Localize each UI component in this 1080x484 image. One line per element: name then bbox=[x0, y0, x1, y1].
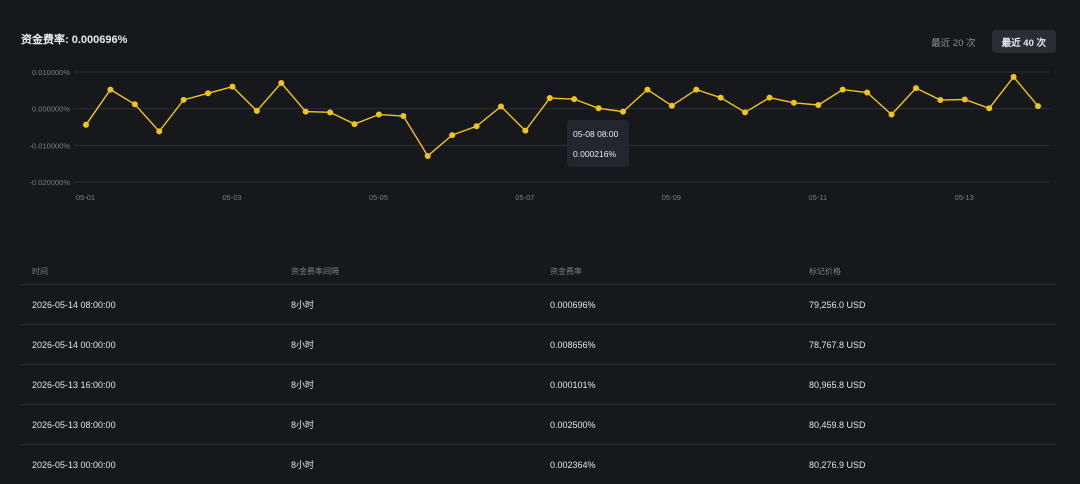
header-funding-rate: 资金费率 bbox=[550, 266, 582, 276]
y-tick-label: 0.000000% bbox=[32, 105, 70, 114]
data-point[interactable] bbox=[83, 121, 89, 128]
data-point[interactable] bbox=[937, 97, 944, 104]
data-point[interactable] bbox=[156, 128, 163, 135]
data-point[interactable] bbox=[595, 105, 602, 112]
x-tick-label: 05-11 bbox=[808, 193, 827, 202]
data-point[interactable] bbox=[375, 111, 382, 118]
funding-history-table: 时间 资金费率间隔 资金费率 标记价格 2026-05-14 08:00:00 … bbox=[21, 258, 1056, 484]
page-title: 资金费率: 0.000696% bbox=[21, 34, 128, 46]
table-row: 2026-05-14 08:00:00 8小时 0.000696% 79,256… bbox=[21, 285, 1056, 325]
range-last-20-button[interactable]: 最近 20 次 bbox=[921, 30, 985, 53]
y-tick-label: -0.010000% bbox=[30, 141, 71, 150]
header-interval: 资金费率间隔 bbox=[291, 266, 339, 276]
data-point[interactable] bbox=[742, 109, 749, 116]
x-tick-label: 05-03 bbox=[222, 193, 241, 202]
data-point[interactable] bbox=[180, 96, 187, 103]
table-header: 时间 资金费率间隔 资金费率 标记价格 bbox=[21, 258, 1056, 285]
data-point[interactable] bbox=[717, 94, 724, 101]
data-point[interactable] bbox=[278, 80, 285, 86]
cell-funding-rate: 0.002500% bbox=[550, 419, 596, 430]
data-point[interactable] bbox=[546, 95, 553, 102]
data-point[interactable] bbox=[1010, 73, 1017, 80]
cell-mark-price: 80,459.8 USD bbox=[809, 419, 866, 430]
cell-funding-rate: 0.002364% bbox=[550, 459, 596, 470]
cell-time: 2026-05-13 00:00:00 bbox=[32, 459, 116, 470]
series-line bbox=[85, 75, 1039, 158]
x-tick-label: 05-09 bbox=[662, 193, 681, 202]
table-row: 2026-05-13 00:00:00 8小时 0.002364% 80,276… bbox=[21, 445, 1056, 484]
data-point[interactable] bbox=[473, 123, 480, 130]
header-time: 时间 bbox=[32, 266, 48, 276]
cell-interval: 8小时 bbox=[291, 420, 315, 430]
data-point[interactable] bbox=[815, 102, 822, 108]
cell-funding-rate: 0.000101% bbox=[550, 379, 596, 390]
data-point[interactable] bbox=[205, 90, 212, 97]
funding-rate-chart[interactable]: 0.010000% 0.000000% -0.010000% -0.020000% 0… bbox=[0, 58, 1080, 218]
data-point[interactable] bbox=[912, 85, 919, 92]
cell-funding-rate: 0.008656% bbox=[550, 339, 596, 350]
cell-mark-price: 78,767.8 USD bbox=[809, 339, 866, 350]
cell-interval: 8小时 bbox=[291, 340, 315, 350]
tooltip-time: 05-08 08:00 bbox=[573, 129, 619, 139]
data-point[interactable] bbox=[327, 109, 334, 116]
cell-time: 2026-05-14 00:00:00 bbox=[32, 339, 116, 350]
data-point[interactable] bbox=[351, 121, 358, 128]
data-point[interactable] bbox=[986, 105, 993, 112]
x-tick-label: 05-13 bbox=[955, 193, 974, 202]
x-tick-label: 05-07 bbox=[515, 193, 534, 202]
data-point[interactable] bbox=[302, 108, 309, 115]
data-point[interactable] bbox=[522, 127, 529, 134]
data-point[interactable] bbox=[644, 86, 651, 93]
data-point[interactable] bbox=[253, 107, 260, 114]
cell-interval: 8小时 bbox=[291, 300, 315, 310]
table-row: 2026-05-13 08:00:00 8小时 0.002500% 80,459… bbox=[21, 405, 1056, 445]
data-point[interactable] bbox=[839, 86, 846, 93]
range-toggle-group: 最近 20 次 最近 40 次 bbox=[921, 30, 1056, 53]
chart-tooltip: 05-08 08:00 0.000216% bbox=[567, 120, 629, 167]
y-tick-label: 0.010000% bbox=[32, 68, 70, 77]
data-point[interactable] bbox=[961, 96, 968, 103]
table-row: 2026-05-14 00:00:00 8小时 0.008656% 78,767… bbox=[21, 325, 1056, 365]
data-point[interactable] bbox=[424, 152, 431, 159]
cell-interval: 8小时 bbox=[291, 380, 315, 390]
data-point[interactable] bbox=[668, 102, 675, 109]
data-point[interactable] bbox=[620, 108, 627, 115]
data-point[interactable] bbox=[1035, 103, 1041, 110]
data-point[interactable] bbox=[449, 132, 456, 139]
cell-time: 2026-05-13 08:00:00 bbox=[32, 419, 116, 430]
header-mark-price: 标记价格 bbox=[809, 266, 841, 276]
x-tick-label: 05-01 bbox=[76, 193, 95, 202]
cell-interval: 8小时 bbox=[291, 460, 315, 470]
data-point[interactable] bbox=[888, 111, 895, 118]
table-row: 2026-05-13 16:00:00 8小时 0.000101% 80,965… bbox=[21, 365, 1056, 405]
cell-funding-rate: 0.000696% bbox=[550, 299, 596, 310]
data-point[interactable] bbox=[400, 113, 407, 119]
data-point[interactable] bbox=[790, 99, 797, 106]
data-point[interactable] bbox=[693, 86, 700, 93]
x-tick-label: 05-05 bbox=[369, 193, 388, 202]
data-point[interactable] bbox=[571, 96, 578, 103]
y-tick-label: -0.020000% bbox=[30, 178, 71, 187]
data-point[interactable] bbox=[864, 89, 871, 96]
cell-mark-price: 80,276.9 USD bbox=[809, 459, 866, 470]
cell-mark-price: 80,965.8 USD bbox=[809, 379, 866, 390]
data-point[interactable] bbox=[766, 94, 773, 101]
data-point[interactable] bbox=[107, 86, 114, 93]
cell-time: 2026-05-14 08:00:00 bbox=[32, 299, 116, 310]
data-point[interactable] bbox=[229, 83, 236, 90]
data-point[interactable] bbox=[131, 101, 138, 108]
data-point[interactable] bbox=[497, 103, 504, 110]
cell-mark-price: 79,256.0 USD bbox=[809, 299, 866, 310]
tooltip-value: 0.000216% bbox=[573, 149, 617, 159]
cell-time: 2026-05-13 16:00:00 bbox=[32, 379, 116, 390]
range-last-40-button[interactable]: 最近 40 次 bbox=[991, 30, 1056, 53]
